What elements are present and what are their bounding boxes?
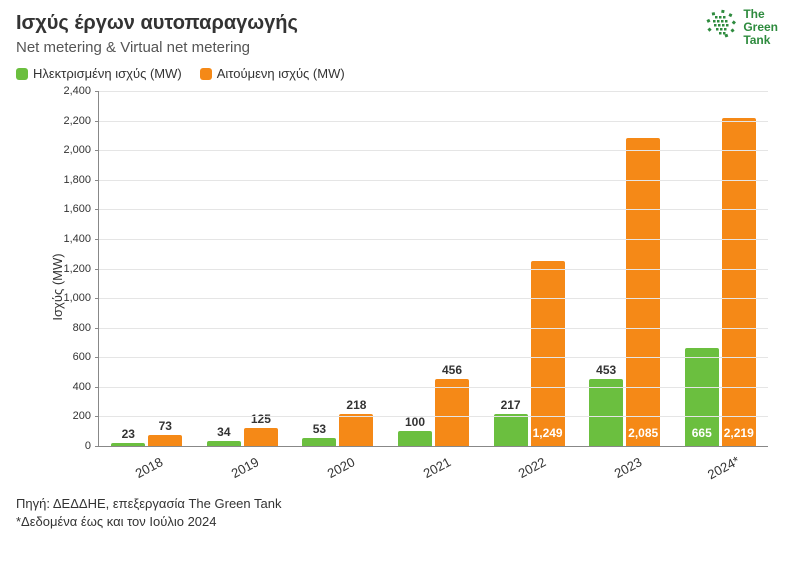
y-tick-label: 800 [51, 322, 91, 334]
bar-series2: 456 [435, 379, 469, 446]
y-tick-label: 200 [51, 410, 91, 422]
bar-series2: 2,085 [626, 138, 660, 446]
x-tick-label: 2018 [98, 447, 194, 487]
bar-value-label: 456 [442, 363, 462, 377]
x-tick-label: 2022 [481, 447, 577, 487]
grid-line [99, 180, 768, 181]
y-tick-mark [95, 91, 99, 92]
bar-series1: 53 [302, 438, 336, 446]
y-tick-label: 0 [51, 440, 91, 452]
legend-label-2: Αιτούμενη ισχύς (MW) [217, 66, 345, 81]
grid-line [99, 269, 768, 270]
y-tick-mark [95, 357, 99, 358]
bar-series2: 125 [244, 428, 278, 446]
bar-value-label: 34 [217, 425, 230, 439]
bar-value-label: 453 [596, 363, 616, 377]
y-tick-mark [95, 387, 99, 388]
x-tick-label: 2023 [577, 447, 673, 487]
globe-icon [705, 8, 739, 42]
bar-value-label: 73 [159, 419, 172, 433]
bar-value-label: 125 [251, 412, 271, 426]
x-tick-label: 2019 [194, 447, 290, 487]
y-tick-label: 2,200 [51, 115, 91, 127]
logo-text: The Green Tank [743, 8, 778, 48]
x-tick-label: 2024* [672, 447, 768, 487]
bar-series2: 1,249 [531, 261, 565, 446]
y-tick-label: 2,400 [51, 85, 91, 97]
chart-area: Ισχύς (MW) 237334125532181004562171,2494… [56, 87, 768, 487]
bar-series1: 100 [398, 431, 432, 446]
grid-line [99, 239, 768, 240]
grid-line [99, 416, 768, 417]
grid-line [99, 150, 768, 151]
grid-line [99, 91, 768, 92]
legend-swatch-2 [200, 68, 212, 80]
y-tick-label: 1,400 [51, 233, 91, 245]
bar-series2: 73 [148, 435, 182, 446]
legend: Ηλεκτρισμένη ισχύς (MW) Αιτούμενη ισχύς … [16, 66, 778, 81]
footnotes: Πηγή: ΔΕΔΔΗΕ, επεξεργασία The Green Tank… [16, 495, 778, 531]
bar-value-label: 2,219 [724, 426, 754, 440]
bar-series1: 453 [589, 379, 623, 446]
bar-series1: 23 [111, 443, 145, 446]
bar-series1: 34 [207, 441, 241, 446]
y-tick-mark [95, 328, 99, 329]
legend-item-series2: Αιτούμενη ισχύς (MW) [200, 66, 345, 81]
bar-value-label: 1,249 [533, 426, 563, 440]
y-tick-mark [95, 180, 99, 181]
plot-area: 237334125532181004562171,2494532,0856652… [98, 91, 768, 447]
x-tick-label: 2020 [289, 447, 385, 487]
y-tick-label: 1,200 [51, 263, 91, 275]
grid-line [99, 121, 768, 122]
chart-subtitle: Net metering & Virtual net metering [16, 39, 778, 56]
grid-line [99, 298, 768, 299]
bar-series1: 665 [685, 348, 719, 446]
x-axis-labels: 2018201920202021202220232024* [98, 447, 768, 487]
footnote-source: Πηγή: ΔΕΔΔΗΕ, επεξεργασία The Green Tank [16, 495, 778, 513]
y-tick-label: 600 [51, 351, 91, 363]
bar-value-label: 53 [313, 422, 326, 436]
y-tick-label: 1,600 [51, 203, 91, 215]
x-tick-label: 2021 [385, 447, 481, 487]
header: Ισχύς έργων αυτοπαραγωγής Net metering &… [16, 12, 778, 56]
grid-line [99, 209, 768, 210]
y-tick-mark [95, 416, 99, 417]
y-tick-mark [95, 209, 99, 210]
y-tick-label: 1,800 [51, 174, 91, 186]
bar-value-label: 217 [501, 398, 521, 412]
logo: The Green Tank [705, 8, 778, 48]
y-tick-label: 1,000 [51, 292, 91, 304]
grid-line [99, 357, 768, 358]
legend-label-1: Ηλεκτρισμένη ισχύς (MW) [33, 66, 182, 81]
bar-value-label: 23 [122, 427, 135, 441]
y-tick-mark [95, 121, 99, 122]
y-tick-label: 400 [51, 381, 91, 393]
bar-series1: 217 [494, 414, 528, 446]
bar-series2: 218 [339, 414, 373, 446]
legend-swatch-1 [16, 68, 28, 80]
bar-series2: 2,219 [722, 118, 756, 446]
y-tick-mark [95, 269, 99, 270]
bar-value-label: 2,085 [628, 426, 658, 440]
bar-value-label: 665 [692, 426, 712, 440]
grid-line [99, 328, 768, 329]
y-tick-mark [95, 239, 99, 240]
legend-item-series1: Ηλεκτρισμένη ισχύς (MW) [16, 66, 182, 81]
logo-line3: Tank [743, 34, 778, 47]
bar-value-label: 218 [346, 398, 366, 412]
y-tick-label: 2,000 [51, 144, 91, 156]
y-tick-mark [95, 150, 99, 151]
y-tick-mark [95, 298, 99, 299]
grid-line [99, 387, 768, 388]
chart-title: Ισχύς έργων αυτοπαραγωγής [16, 12, 778, 35]
footnote-asterisk: *Δεδομένα έως και τον Ιούλιο 2024 [16, 513, 778, 531]
